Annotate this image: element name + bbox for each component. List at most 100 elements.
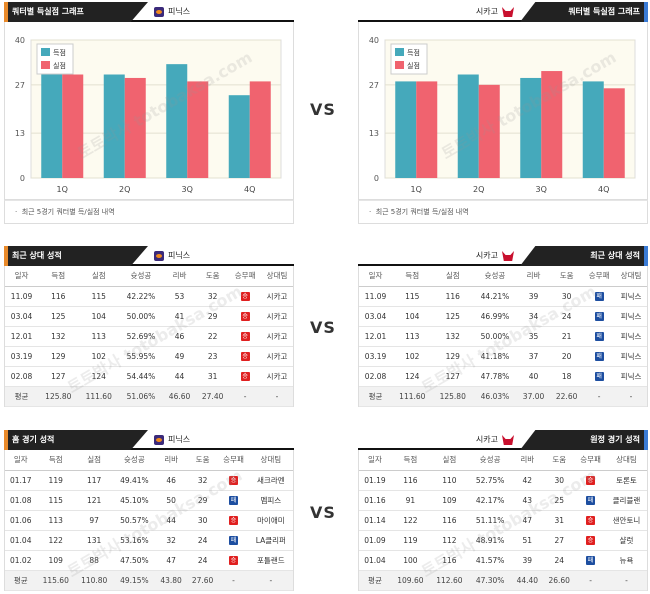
loss-badge: 패 <box>594 311 604 321</box>
table-cell: 45.10% <box>113 490 156 511</box>
table-cell: 20 <box>550 346 584 367</box>
average-cell: 44.40 <box>511 570 544 591</box>
table-cell: 피닉스 <box>615 366 647 387</box>
table-cell: 37 <box>517 346 551 367</box>
table-cell: 52.69% <box>118 326 163 347</box>
table-cell: 패 <box>575 550 606 571</box>
table-cell: 03.04 <box>359 306 393 327</box>
average-cell: - <box>575 570 606 591</box>
table-cell: 03.04 <box>5 306 39 327</box>
table-cell: 27 <box>543 530 576 551</box>
x-tick-label: 4Q <box>598 185 609 194</box>
table-cell: 멤피스 <box>248 490 293 511</box>
team-label: 피닉스 <box>154 246 190 266</box>
right-away-table: 일자 득점 실점 슛성공 리바 도움 승무패 상대팀 01.19 116 110 52.75% 42 30… <box>358 450 648 591</box>
bar-allowed <box>187 81 209 178</box>
table-cell: 116 <box>38 286 79 307</box>
table-cell: 42.17% <box>468 490 512 511</box>
table-cell: 패 <box>218 490 249 511</box>
legend-swatch <box>41 48 50 56</box>
column-header: 상대팀 <box>261 266 293 287</box>
column-header: 리바 <box>163 266 197 287</box>
table-cell: 49.41% <box>113 470 156 491</box>
table-cell: 46 <box>163 326 197 347</box>
table-row: 01.04 122 131 53.16% 32 24 패 LA클리퍼 <box>5 530 293 551</box>
column-header: 상대팀 <box>605 450 647 471</box>
column-header: 슛성공 <box>468 450 512 471</box>
left-chart-footer: · 최근 5경기 쿼터별 득/실점 내역 <box>4 200 294 224</box>
average-cell: 125.80 <box>432 386 473 407</box>
table-cell: 132 <box>432 326 473 347</box>
table-cell: 129 <box>38 346 79 367</box>
table-cell: 39 <box>511 550 544 571</box>
table-row: 03.04 104 125 46.99% 34 24 패 피닉스 <box>359 306 647 327</box>
table-cell: 승 <box>229 306 262 327</box>
table-cell: 125 <box>38 306 79 327</box>
average-cell: 26.60 <box>543 570 576 591</box>
table-cell: 109 <box>429 490 469 511</box>
table-cell: 12.01 <box>359 326 393 347</box>
loss-badge: 패 <box>229 495 238 505</box>
stats-table: 일자 득점 실점 슛성공 리바 도움 승무패 상대팀 01.19 116 110 52.75% 42 30… <box>359 450 647 591</box>
average-cell: 111.60 <box>78 386 119 407</box>
table-cell: 피닉스 <box>615 346 647 367</box>
table-header-row: 일자 득점 실점 슛성공 리바 도움 승무패 상대팀 <box>359 266 647 287</box>
left-recent-table: 일자 득점 실점 슛성공 리바 도움 승무패 상대팀 11.09 116 115 42.22% 53 32… <box>4 266 294 407</box>
bar-score <box>582 81 604 178</box>
table-cell: 115 <box>392 286 433 307</box>
header-accent <box>4 430 8 450</box>
column-header: 도움 <box>543 450 576 471</box>
bar-allowed <box>603 88 625 178</box>
table-cell: 승 <box>218 510 249 531</box>
table-cell: 승 <box>229 326 262 347</box>
column-header: 실점 <box>432 266 473 287</box>
table-cell: 109 <box>36 550 75 571</box>
right-chart-header: 쿼터별 득실점 그래프 시카고 <box>358 2 648 22</box>
table-cell: 47 <box>155 550 187 571</box>
table-cell: 51.11% <box>468 510 512 531</box>
column-header: 슛성공 <box>118 266 163 287</box>
table-header-row: 일자 득점 실점 슛성공 리바 도움 승무패 상대팀 <box>5 450 293 471</box>
average-cell: - <box>229 386 262 407</box>
table-cell: 47.78% <box>472 366 517 387</box>
header-accent <box>644 430 648 450</box>
table-cell: 127 <box>38 366 79 387</box>
average-cell: 평균 <box>359 570 391 591</box>
table-cell: 03.19 <box>359 346 393 367</box>
table-cell: 승 <box>229 286 262 307</box>
x-tick-label: 4Q <box>244 185 255 194</box>
table-cell: 피닉스 <box>615 286 647 307</box>
table-cell: 121 <box>74 490 114 511</box>
vs-label: VS <box>310 100 336 119</box>
table-cell: 29 <box>196 306 230 327</box>
bulls-logo-icon <box>502 251 514 261</box>
suns-logo-icon <box>154 435 164 445</box>
vs-label: VS <box>310 318 336 337</box>
average-cell: 49.15% <box>113 570 156 591</box>
legend-label: 득점 <box>407 49 420 57</box>
table-cell: 승 <box>218 470 249 491</box>
table-cell: 42 <box>511 470 544 491</box>
table-cell: 41.57% <box>468 550 512 571</box>
column-header: 슛성공 <box>113 450 156 471</box>
average-cell: - <box>615 386 647 407</box>
header-accent <box>4 2 8 22</box>
table-cell: 116 <box>429 510 469 531</box>
loss-badge: 패 <box>586 495 596 505</box>
table-cell: 127 <box>432 366 473 387</box>
team-label: 시카고 <box>476 246 514 266</box>
loss-badge: 패 <box>594 351 604 361</box>
table-row: 03.04 125 104 50.00% 41 29 승 시카고 <box>5 306 293 327</box>
legend-swatch <box>395 61 404 69</box>
loss-badge: 패 <box>594 331 604 341</box>
team-label: 피닉스 <box>154 430 190 450</box>
table-cell: 시카고 <box>261 306 293 327</box>
table-cell: 샌안토니 <box>605 510 647 531</box>
bar-score <box>166 64 188 178</box>
right-away-header: 원정 경기 성적 시카고 <box>358 430 648 450</box>
win-badge: 승 <box>586 475 596 485</box>
x-tick-label: 2Q <box>119 185 130 194</box>
table-row: 01.06 113 97 50.57% 44 30 승 마이애미 <box>5 510 293 531</box>
